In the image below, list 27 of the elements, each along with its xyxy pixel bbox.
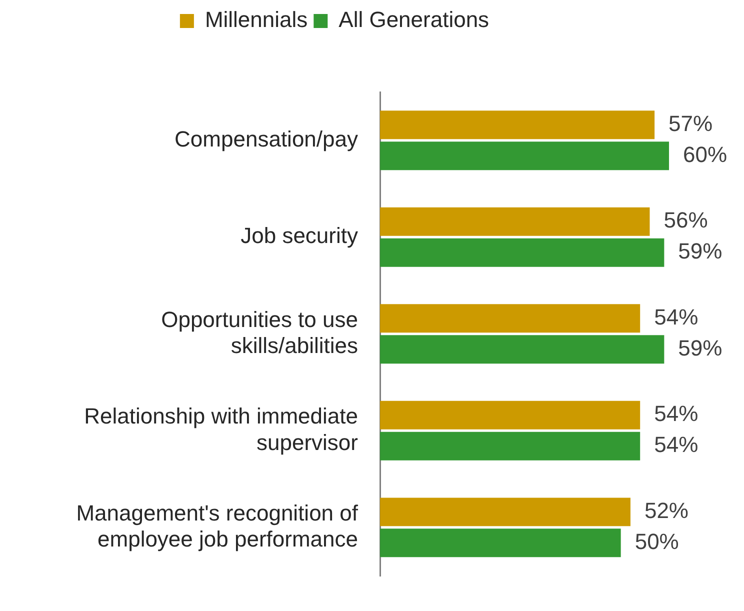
- data-label: 59%: [678, 238, 722, 264]
- data-label: 59%: [678, 335, 722, 360]
- data-label: 54%: [654, 432, 698, 458]
- data-label: 52%: [644, 498, 689, 523]
- bar: [380, 304, 640, 333]
- data-label: 57%: [668, 110, 713, 136]
- bar: [380, 400, 640, 430]
- data-label: 50%: [634, 528, 679, 554]
- bar: [380, 335, 664, 364]
- data-label: 56%: [664, 208, 708, 233]
- bar: [380, 207, 650, 236]
- data-label: 54%: [654, 304, 698, 330]
- bar: [380, 528, 621, 558]
- y-tick-label: Relationship with immediate supervisor: [84, 404, 358, 455]
- bar: [380, 432, 640, 460]
- bar: [380, 498, 630, 526]
- bar: [380, 238, 664, 267]
- legend-label: Millennials: [204, 7, 308, 32]
- data-label: 54%: [654, 401, 698, 426]
- y-tick-label: Management's recognition of employee job performance: [76, 500, 359, 552]
- y-tick-label: Compensation/pay: [174, 126, 358, 152]
- bar: [380, 142, 669, 170]
- y-tick-label: Opportunities to use skills/abilities: [161, 306, 358, 358]
- y-tick-label: Job security: [240, 223, 358, 248]
- data-label: 60%: [683, 142, 728, 167]
- legend-label: All Generations: [338, 7, 490, 32]
- bar: [380, 110, 655, 140]
